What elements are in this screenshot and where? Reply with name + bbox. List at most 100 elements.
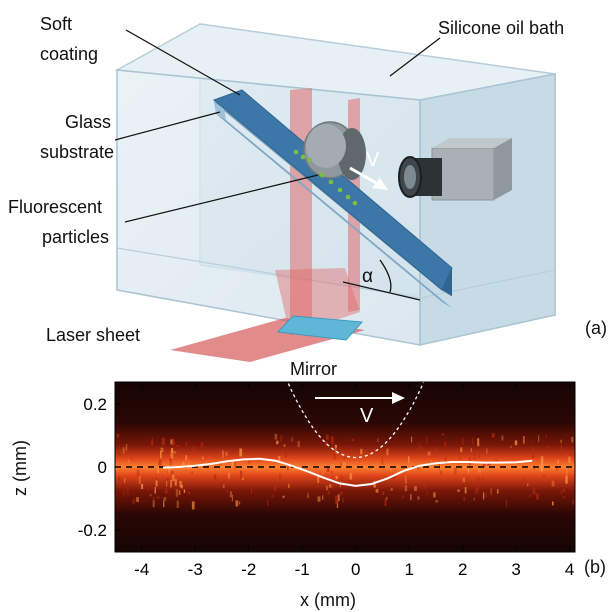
y-axis-label: z (mm)	[9, 440, 30, 496]
glow-speckle	[274, 433, 278, 440]
glow-speckle	[501, 435, 504, 441]
label-soft-coating-line2: coating	[40, 44, 99, 64]
glow-speckle	[531, 446, 534, 451]
glow-speckle	[283, 444, 286, 447]
glow-speckle	[335, 495, 338, 504]
glow-speckle	[560, 442, 562, 450]
glow-speckle	[457, 489, 460, 492]
glow-speckle	[560, 490, 563, 494]
glow-speckle	[163, 497, 167, 501]
glow-speckle	[381, 457, 384, 465]
glow-speckle	[248, 458, 251, 464]
glow-speckle	[562, 495, 565, 499]
glow-speckle	[150, 494, 152, 497]
glow-speckle	[176, 500, 180, 508]
glow-speckle	[118, 476, 121, 482]
fluorescent-particles	[293, 149, 358, 206]
glow-speckle	[147, 486, 150, 492]
glow-speckle	[426, 489, 428, 496]
glow-speckle	[185, 441, 188, 447]
glow-speckle	[118, 449, 121, 456]
glow-speckle	[162, 437, 165, 445]
label-glass-line1: Glass	[65, 112, 112, 132]
glow-speckle	[306, 451, 309, 455]
glow-speckle	[225, 451, 228, 456]
glow-speckle	[166, 478, 169, 484]
label-soft-coating-line1: Soft	[40, 14, 73, 34]
glow-speckle	[297, 441, 300, 448]
glow-speckle	[384, 499, 387, 507]
glow-speckle	[462, 477, 465, 483]
glow-speckle	[160, 447, 164, 453]
plot-overlay	[115, 382, 575, 487]
glow-speckle	[340, 474, 343, 481]
glow-speckle	[401, 484, 404, 488]
glow-speckle	[172, 441, 175, 446]
glow-speckle	[466, 477, 468, 481]
glow-speckle	[540, 463, 543, 472]
glow-speckle	[239, 470, 243, 479]
plot-velocity-label: V	[360, 405, 374, 427]
glow-speckle	[428, 452, 430, 457]
panel-tag-a: (a)	[585, 318, 607, 338]
glow-speckle	[464, 487, 467, 494]
glow-speckle	[122, 447, 125, 454]
glow-speckle	[340, 462, 342, 467]
glow-speckle	[282, 495, 285, 498]
glow-speckle	[179, 490, 181, 495]
label-velocity: V	[366, 149, 380, 171]
glow-speckle	[482, 492, 485, 500]
glow-speckle	[478, 452, 481, 459]
glow-speckle	[342, 461, 346, 467]
plot-area	[115, 382, 575, 552]
glow-speckle	[496, 489, 499, 494]
glow-speckle	[222, 450, 224, 458]
glow-speckle	[229, 491, 232, 498]
glow-speckle	[482, 463, 486, 468]
glow-speckle	[481, 478, 484, 482]
glow-speckle	[523, 477, 526, 482]
glow-speckle	[342, 498, 344, 503]
glow-speckle	[291, 436, 293, 442]
glow-speckle	[343, 455, 346, 460]
y-tick-label: 0	[98, 458, 107, 477]
velocity-arrow	[349, 166, 388, 190]
glow-speckle	[160, 450, 162, 459]
glow-speckle	[220, 481, 224, 484]
glow-speckle	[351, 438, 355, 442]
glow-speckle	[154, 487, 156, 494]
glow-speckle	[531, 453, 535, 459]
glow-speckle	[324, 441, 328, 447]
glow-speckle	[125, 444, 128, 451]
glow-speckle	[333, 451, 336, 460]
glow-speckle	[395, 475, 397, 478]
glow-speckle	[426, 437, 428, 444]
glow-speckle	[416, 466, 420, 471]
glow-speckle	[250, 487, 252, 494]
x-tick-label: 3	[511, 560, 520, 579]
glow-speckle	[540, 456, 544, 465]
glow-speckle	[151, 440, 154, 446]
glow-speckle	[116, 433, 119, 438]
glow-speckle	[124, 478, 126, 484]
glow-speckle	[136, 469, 140, 477]
glow-speckle	[475, 487, 479, 494]
glow-speckle	[284, 450, 287, 458]
glow-speckle	[542, 475, 546, 478]
glow-speckle	[335, 476, 338, 480]
glow-speckle	[510, 445, 512, 448]
glow-speckle	[546, 445, 550, 450]
glow-speckle	[527, 483, 529, 487]
glow-speckle	[278, 456, 281, 463]
glow-speckle	[167, 470, 169, 474]
glow-speckle	[168, 467, 171, 473]
glow-speckle	[322, 471, 324, 475]
glow-speckle	[242, 477, 244, 481]
glow-speckle	[372, 467, 375, 471]
glow-speckle	[213, 474, 217, 481]
schematic-drawing	[114, 23, 556, 362]
glow-speckle	[156, 477, 158, 481]
glow-speckle	[439, 470, 443, 475]
glow-speckle	[349, 472, 353, 480]
glow-speckle	[478, 467, 481, 473]
